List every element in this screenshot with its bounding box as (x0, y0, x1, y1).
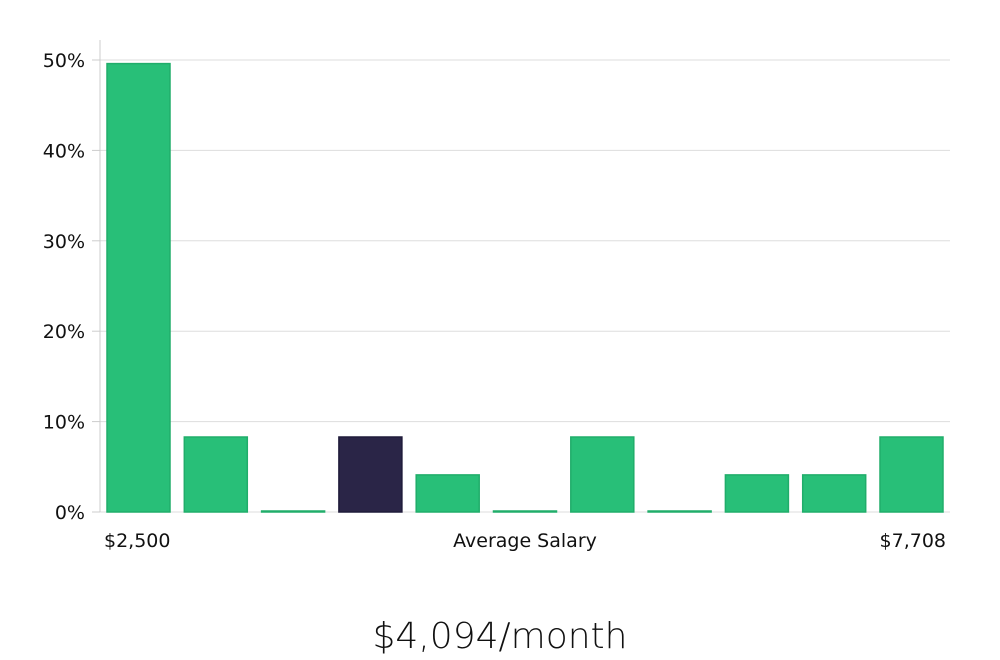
bar (647, 510, 712, 513)
bar (260, 510, 326, 513)
y-tick-label: 20% (43, 321, 85, 343)
bar (879, 436, 944, 513)
bar-highlighted (338, 436, 403, 513)
y-tick-labels: 0% 10% 20% 30% 40% 50% (43, 50, 85, 524)
bar (801, 474, 867, 513)
bar (183, 436, 249, 513)
x-max-label: $7,708 (880, 530, 946, 552)
bar (570, 436, 635, 513)
gridlines (92, 59, 950, 513)
bar (492, 510, 558, 513)
bar (415, 474, 480, 513)
y-tick-label: 10% (43, 412, 85, 434)
bar (106, 62, 171, 513)
bar (724, 474, 790, 513)
x-min-label: $2,500 (104, 530, 170, 552)
y-tick-label: 50% (43, 50, 85, 72)
y-tick-label: 0% (55, 502, 85, 524)
bars (106, 62, 944, 513)
average-salary-summary: $4,094/month (373, 616, 628, 657)
y-tick-label: 40% (43, 140, 85, 162)
y-tick-label: 30% (43, 231, 85, 253)
x-axis-label: Average Salary (453, 530, 597, 552)
